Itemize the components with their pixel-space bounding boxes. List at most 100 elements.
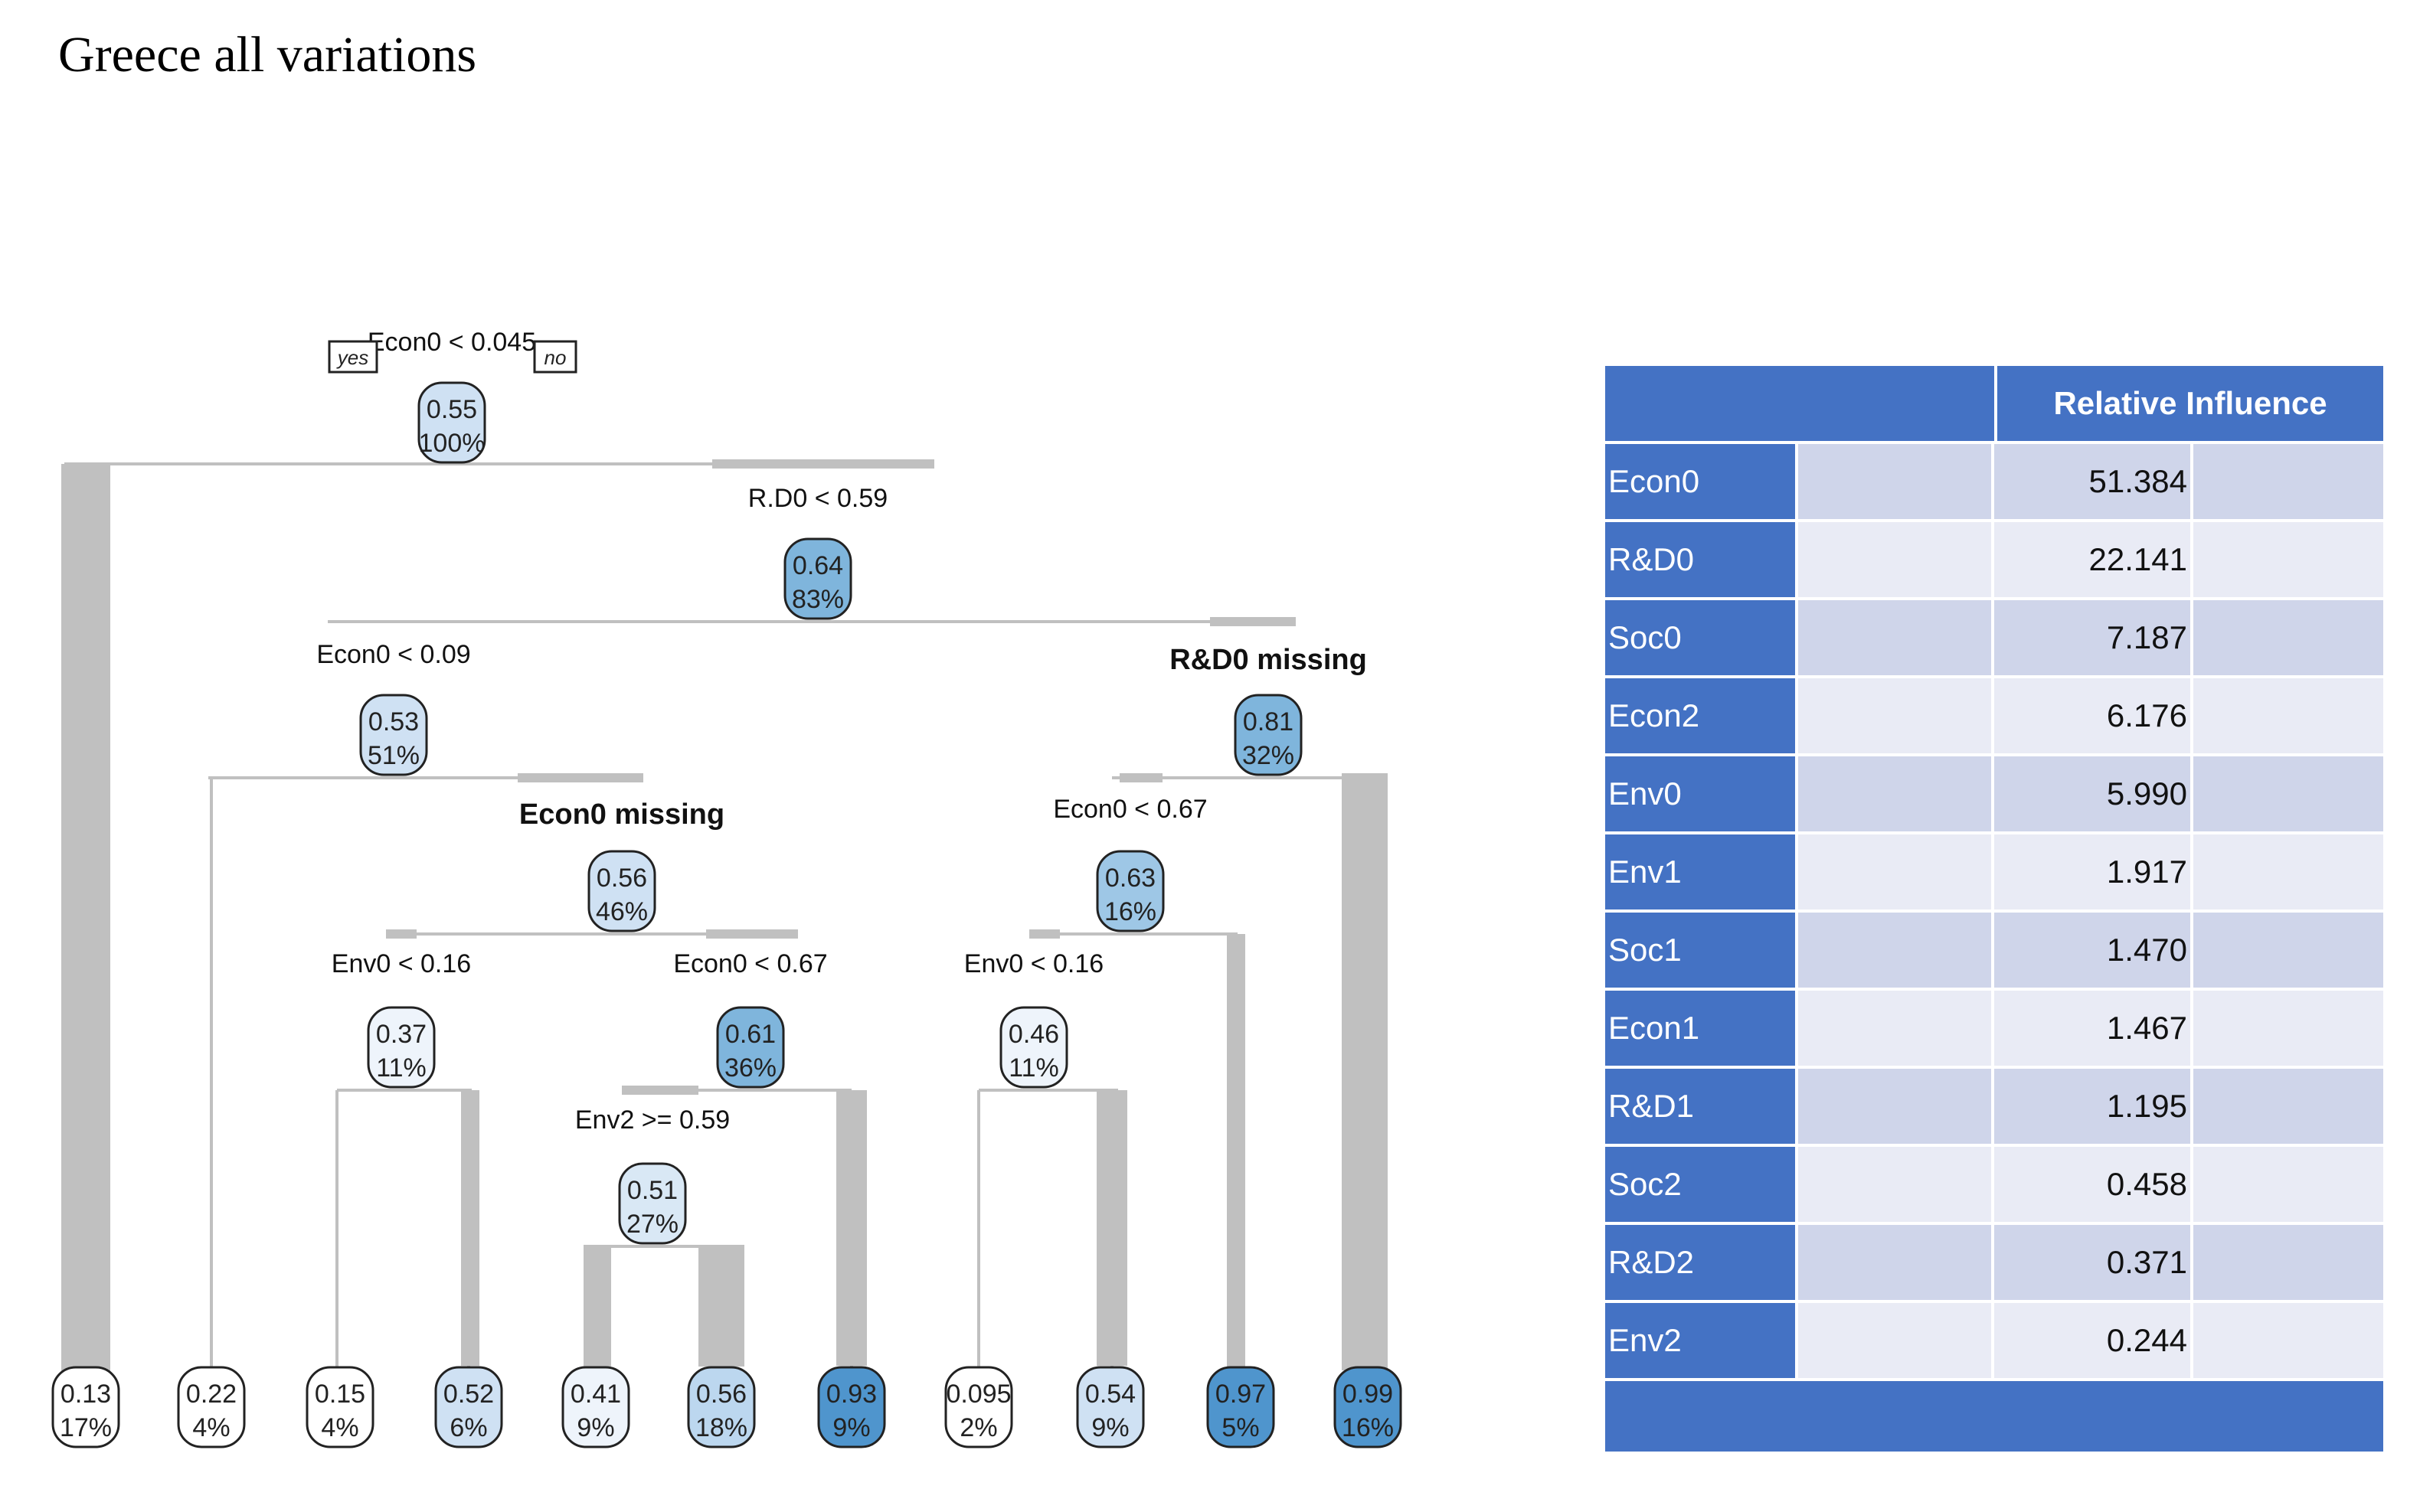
- node-value: 0.41: [571, 1380, 621, 1409]
- split-label: R&D0 missing: [1169, 644, 1367, 676]
- node-box: [1333, 1366, 1402, 1448]
- split-label: Env2 >= 0.59: [575, 1105, 730, 1135]
- decision-tree: Econ0 < 0.045 0.55 100% R.D0 < 0.59 0.64 83% E…: [51, 328, 1402, 1448]
- leaf-weight-bar: [1227, 934, 1245, 1367]
- row-spacer: [1798, 756, 1994, 831]
- leaf-weight-bar: [461, 1090, 479, 1366]
- node-percent: 9%: [577, 1413, 614, 1442]
- variable-name: Econ1: [1605, 991, 1798, 1066]
- node-box: [177, 1366, 246, 1448]
- row-spacer: [1798, 444, 1994, 519]
- variable-name: Env2: [1605, 1303, 1798, 1378]
- row-spacer: [1798, 913, 1994, 988]
- variable-name: Soc2: [1605, 1147, 1798, 1222]
- split-weight-bar: [518, 773, 643, 782]
- relative-influence-value: 7.187: [1994, 600, 2193, 675]
- page-title: Greece all variations: [58, 27, 477, 83]
- node-box: [817, 1366, 886, 1448]
- node-box: [783, 537, 852, 620]
- no-tag: no: [533, 340, 577, 374]
- node-box: [561, 1366, 630, 1448]
- yes-label: yes: [336, 346, 368, 369]
- row-spacer: [2193, 991, 2383, 1066]
- split-node: 0.56 46%: [587, 850, 656, 932]
- split-weight-bar: [386, 929, 417, 939]
- variable-name: Env1: [1605, 834, 1798, 909]
- node-value: 0.54: [1085, 1380, 1136, 1409]
- node-value: 0.81: [1243, 707, 1293, 736]
- split-label: Env0 < 0.16: [332, 949, 471, 978]
- variable-name: R&D0: [1605, 522, 1798, 597]
- table-row: Env2 0.244: [1605, 1303, 2383, 1378]
- node-value: 0.99: [1342, 1380, 1393, 1409]
- row-spacer: [1798, 834, 1994, 909]
- split-node: 0.53 51%: [359, 694, 428, 776]
- split-weight-bar: [1120, 773, 1163, 782]
- row-spacer: [1798, 600, 1994, 675]
- node-box: [1096, 850, 1165, 932]
- table-row: Econ0 51.384: [1605, 444, 2383, 519]
- node-percent: 6%: [450, 1413, 487, 1442]
- node-percent: 51%: [368, 741, 420, 770]
- split-label: Econ0 < 0.045: [368, 328, 536, 357]
- node-value: 0.53: [368, 707, 419, 736]
- node-value: 0.93: [826, 1380, 877, 1409]
- relative-influence-value: 1.467: [1994, 991, 2193, 1066]
- split-label: Econ0 < 0.67: [1053, 795, 1207, 824]
- variable-name: Soc1: [1605, 913, 1798, 988]
- node-box: [999, 1006, 1068, 1089]
- table-row: Env1 1.917: [1605, 834, 2383, 909]
- row-spacer: [2193, 834, 2383, 909]
- node-percent: 46%: [596, 897, 648, 926]
- node-value: 0.64: [793, 551, 843, 580]
- variable-name: Soc0: [1605, 600, 1798, 675]
- node-percent: 16%: [1342, 1413, 1394, 1442]
- node-box: [944, 1366, 1013, 1448]
- split-node: 0.64 83%: [783, 537, 852, 620]
- variable-name: Econ2: [1605, 678, 1798, 753]
- table-row: R&D1 1.195: [1605, 1069, 2383, 1144]
- row-spacer: [2193, 1147, 2383, 1222]
- row-spacer: [1798, 1147, 1994, 1222]
- table-row: R&D2 0.371: [1605, 1225, 2383, 1300]
- node-box: [359, 694, 428, 776]
- no-label: no: [544, 346, 567, 369]
- node-value: 0.52: [443, 1380, 494, 1409]
- table-row: Soc0 7.187: [1605, 600, 2383, 675]
- relative-influence-value: 51.384: [1994, 444, 2193, 519]
- split-label: Econ0 < 0.09: [316, 640, 470, 669]
- node-box: [687, 1366, 756, 1448]
- node-percent: 27%: [626, 1210, 679, 1239]
- row-spacer: [2193, 522, 2383, 597]
- table-header-row: Relative Influence: [1605, 366, 2383, 441]
- split-weight-bar: [1029, 929, 1060, 939]
- row-spacer: [2193, 1225, 2383, 1300]
- split-weight-bar: [706, 929, 798, 939]
- split-label: R.D0 < 0.59: [748, 484, 888, 513]
- row-spacer: [2193, 913, 2383, 988]
- node-box: [1206, 1366, 1275, 1448]
- node-value: 0.22: [186, 1380, 237, 1409]
- leaf-node: 0.22 4%: [177, 1366, 246, 1448]
- node-percent: 2%: [960, 1413, 997, 1442]
- row-spacer: [1798, 678, 1994, 753]
- relative-influence-value: 0.244: [1994, 1303, 2193, 1378]
- row-spacer: [2193, 1303, 2383, 1378]
- node-value: 0.56: [597, 864, 647, 893]
- table-row: Env0 5.990: [1605, 756, 2383, 831]
- node-percent: 18%: [695, 1413, 747, 1442]
- node-percent: 9%: [1091, 1413, 1129, 1442]
- row-spacer: [2193, 1069, 2383, 1144]
- leaf-node: 0.52 6%: [434, 1366, 503, 1448]
- split-node: 0.46 11%: [999, 1006, 1068, 1089]
- node-value: 0.56: [696, 1380, 747, 1409]
- row-spacer: [2193, 756, 2383, 831]
- table-header-label: Relative Influence: [1994, 366, 2383, 441]
- table-row: Soc2 0.458: [1605, 1147, 2383, 1222]
- relative-influence-value: 0.458: [1994, 1147, 2193, 1222]
- node-box: [716, 1006, 785, 1089]
- node-value: 0.51: [627, 1176, 678, 1205]
- node-value: 0.97: [1215, 1380, 1266, 1409]
- variable-name: Env0: [1605, 756, 1798, 831]
- node-percent: 4%: [192, 1413, 230, 1442]
